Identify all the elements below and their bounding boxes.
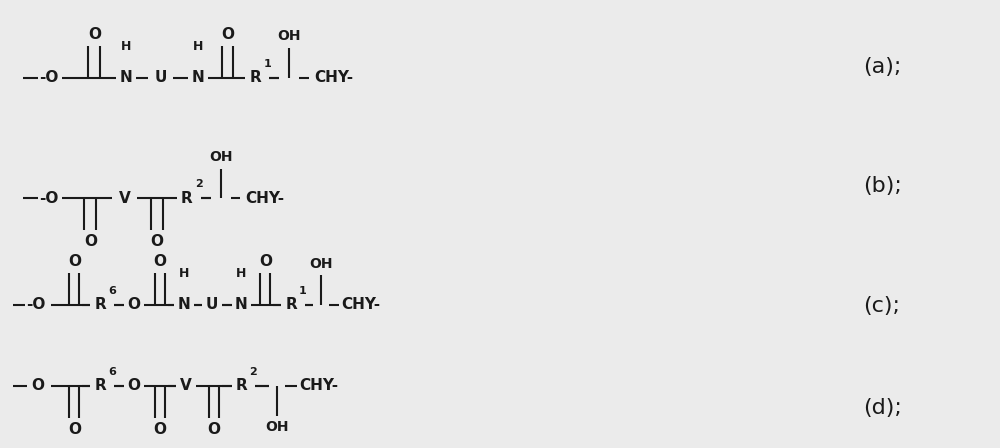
- Text: R: R: [94, 379, 106, 393]
- Text: 6: 6: [108, 286, 116, 296]
- Text: (b);: (b);: [863, 177, 902, 196]
- Text: 6: 6: [108, 367, 116, 377]
- Text: H: H: [193, 40, 203, 53]
- Text: O: O: [207, 422, 220, 437]
- Text: R: R: [249, 70, 261, 85]
- Text: N: N: [120, 70, 132, 85]
- Text: OH: OH: [265, 420, 289, 435]
- Text: 2: 2: [249, 367, 257, 377]
- Text: OH: OH: [277, 30, 301, 43]
- Text: -O: -O: [39, 70, 58, 85]
- Text: OH: OH: [309, 257, 333, 271]
- Text: O: O: [259, 254, 272, 269]
- Text: O: O: [153, 254, 166, 269]
- Text: CHY-: CHY-: [299, 379, 339, 393]
- Text: O: O: [88, 27, 101, 42]
- Text: N: N: [235, 297, 248, 313]
- Text: R: R: [285, 297, 297, 313]
- Text: (a);: (a);: [863, 57, 901, 77]
- Text: O: O: [128, 297, 141, 313]
- Text: V: V: [119, 191, 131, 206]
- Text: -O: -O: [39, 191, 58, 206]
- Text: U: U: [155, 70, 167, 85]
- Text: O: O: [68, 254, 81, 269]
- Text: -O: -O: [26, 297, 45, 313]
- Text: CHY-: CHY-: [341, 297, 380, 313]
- Text: H: H: [121, 40, 131, 53]
- Text: H: H: [179, 267, 189, 280]
- Text: V: V: [180, 379, 192, 393]
- Text: N: N: [177, 297, 190, 313]
- Text: H: H: [236, 267, 247, 280]
- Text: 1: 1: [263, 59, 271, 69]
- Text: O: O: [153, 422, 166, 437]
- Text: O: O: [84, 234, 97, 249]
- Text: CHY-: CHY-: [314, 70, 353, 85]
- Text: R: R: [236, 379, 247, 393]
- Text: O: O: [31, 379, 44, 393]
- Text: CHY-: CHY-: [246, 191, 285, 206]
- Text: 1: 1: [299, 286, 307, 296]
- Text: OH: OH: [209, 150, 232, 164]
- Text: U: U: [205, 297, 218, 313]
- Text: O: O: [68, 422, 81, 437]
- Text: O: O: [128, 379, 141, 393]
- Text: 2: 2: [195, 180, 202, 190]
- Text: O: O: [150, 234, 163, 249]
- Text: (c);: (c);: [863, 296, 900, 316]
- Text: O: O: [221, 27, 234, 42]
- Text: R: R: [94, 297, 106, 313]
- Text: N: N: [191, 70, 204, 85]
- Text: (d);: (d);: [863, 398, 902, 418]
- Text: R: R: [181, 191, 193, 206]
